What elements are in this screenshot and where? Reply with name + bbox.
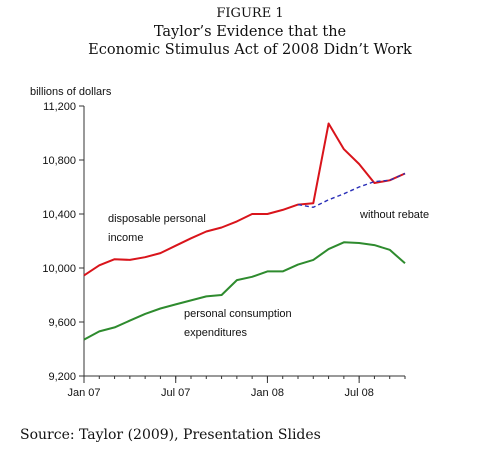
chart-title-line-2: Economic Stimulus Act of 2008 Didn’t Wor…: [88, 42, 412, 58]
y-tick-label: 10,400: [42, 209, 76, 221]
x-tick-label: Jul 07: [161, 387, 190, 399]
annotation-label: expenditures: [184, 327, 247, 339]
series-line-2: [83, 241, 406, 341]
annotation-label: personal consumption: [184, 308, 292, 320]
x-tick-label: Jan 07: [67, 387, 100, 399]
y-tick-label: 10,000: [42, 263, 76, 275]
annotation-label: without rebate: [359, 209, 429, 221]
y-tick-label: 10,800: [42, 155, 76, 167]
x-tick-label: Jul 08: [344, 387, 373, 399]
annotation-label: income: [108, 232, 143, 244]
series-line-0: [83, 122, 406, 277]
y-tick-label: 9,600: [48, 317, 76, 329]
line-chart: 9,200 9,600 10,000 10,400 10,800 11,200 Jan 07…: [30, 86, 429, 399]
series-line-1: [297, 172, 406, 209]
y-axis-label: billions of dollars: [30, 86, 112, 98]
source-note: Source: Taylor (2009), Presentation Slid…: [20, 427, 321, 443]
chart-title-line-1: Taylor’s Evidence that the: [153, 24, 347, 40]
y-tick-label: 11,200: [43, 101, 76, 113]
y-tick-label: 9,200: [48, 371, 76, 383]
figure-label: FIGURE 1: [216, 6, 284, 21]
annotation-label: disposable personal: [108, 213, 206, 225]
x-tick-label: Jan 08: [251, 387, 284, 399]
